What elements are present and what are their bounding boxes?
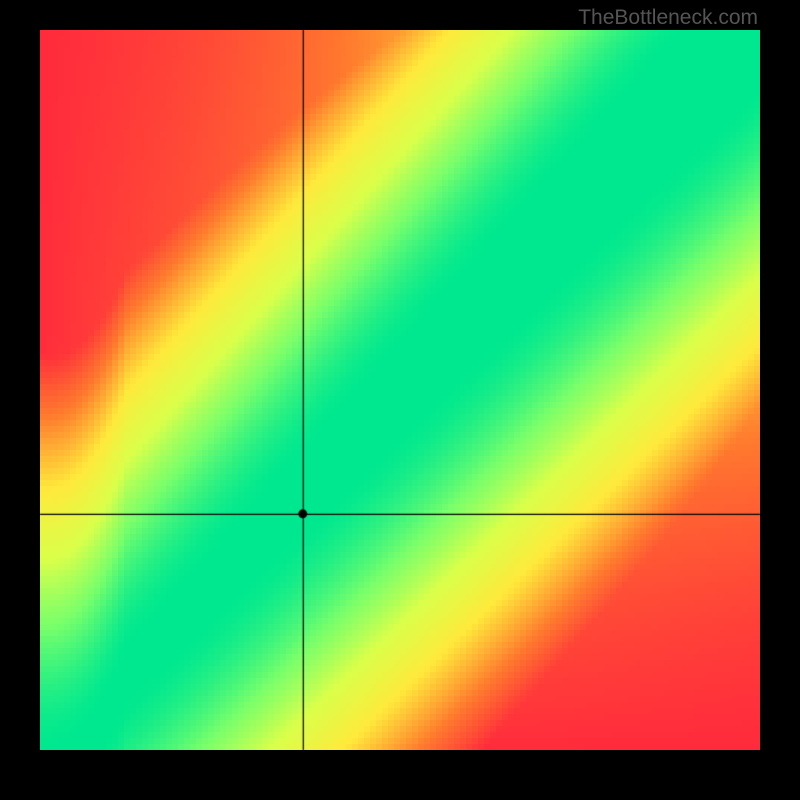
watermark-text: TheBottleneck.com bbox=[578, 6, 758, 30]
bottleneck-heatmap bbox=[40, 30, 760, 750]
chart-container: TheBottleneck.com bbox=[0, 0, 800, 800]
